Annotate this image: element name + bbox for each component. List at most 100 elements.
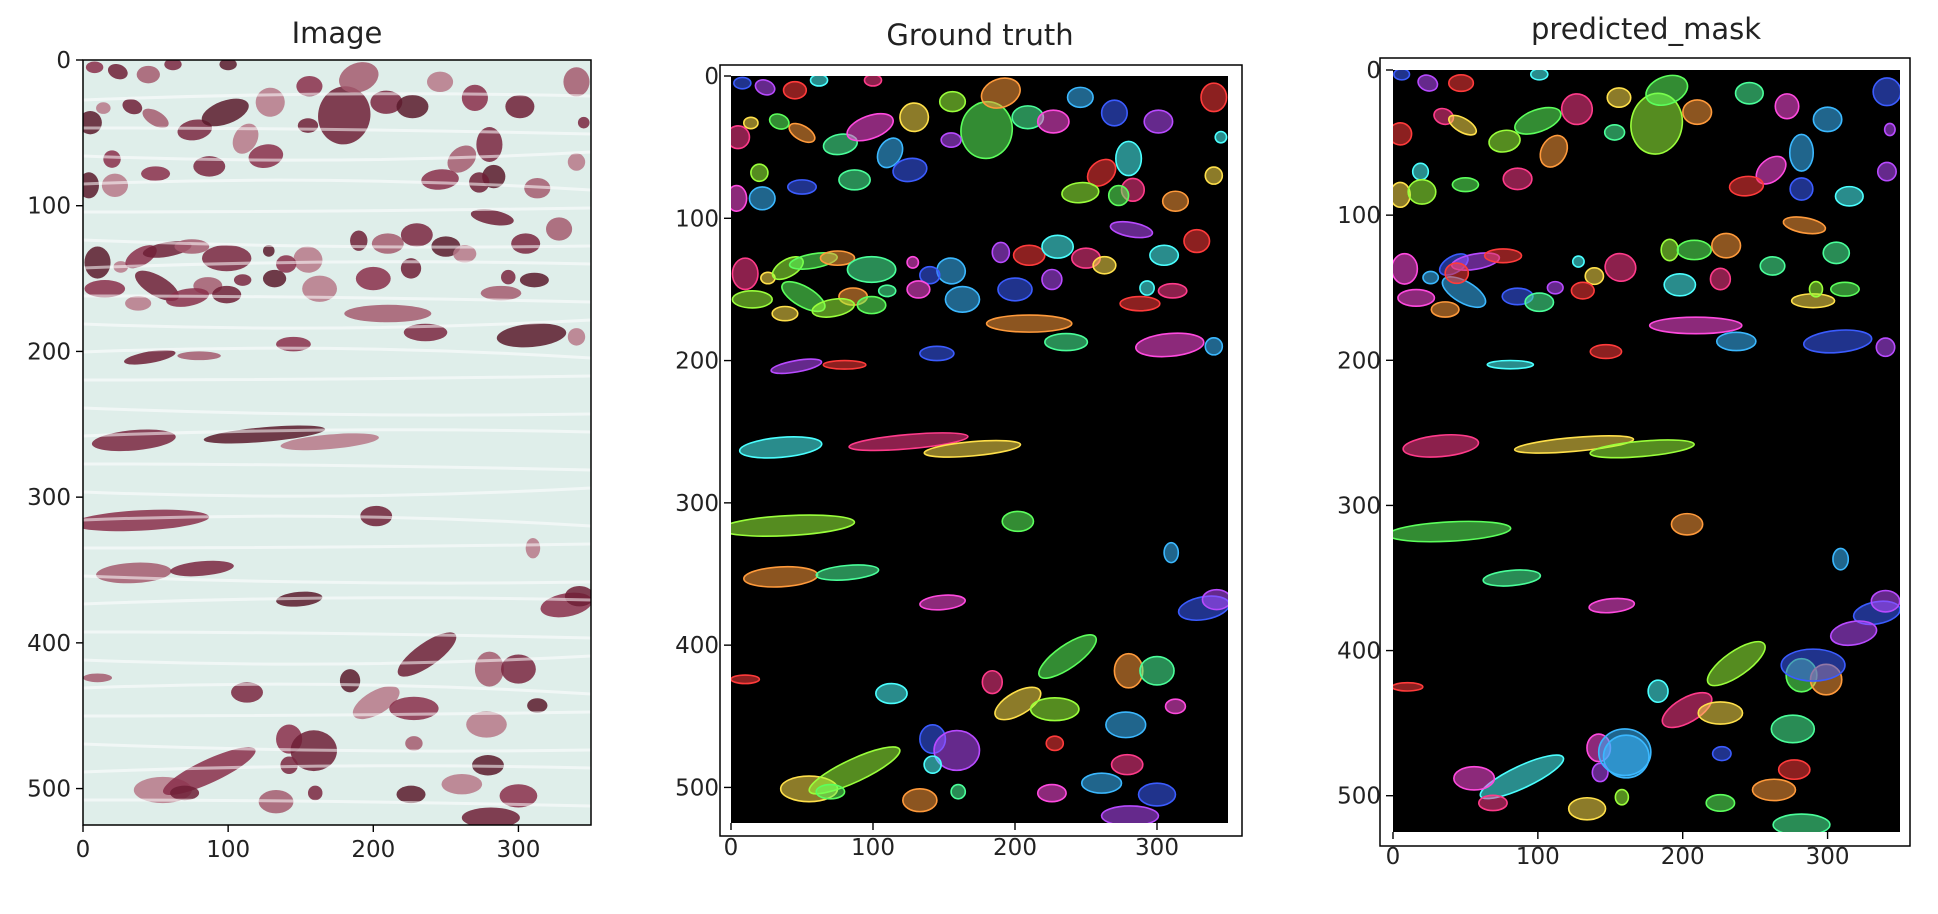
x-tick-label: 300 xyxy=(1135,835,1179,861)
instance-mask xyxy=(1676,239,1712,261)
nucleus xyxy=(103,150,121,168)
instance-mask xyxy=(1546,280,1564,295)
instance-mask xyxy=(1417,74,1439,92)
stroma-streak xyxy=(83,406,591,417)
axis-ticks: 0 100 200 300 0 100 200 300 400 500 xyxy=(1337,58,1849,870)
nucleus xyxy=(389,696,439,721)
nucleus xyxy=(567,328,586,346)
nucleus xyxy=(511,233,541,254)
instance-mask xyxy=(1200,82,1228,113)
y-tick-label: 0 xyxy=(704,64,719,90)
instance-mask xyxy=(1715,331,1757,352)
nucleus xyxy=(135,270,179,302)
stroma-streak xyxy=(83,428,591,438)
instance-mask xyxy=(731,184,748,212)
x-tick-label: 100 xyxy=(1516,844,1560,870)
instance-mask xyxy=(1604,252,1637,282)
nucleus xyxy=(480,285,522,301)
instance-mask xyxy=(1204,166,1224,185)
nucleus xyxy=(141,166,171,181)
stroma-streak xyxy=(83,596,591,606)
stroma-streak xyxy=(83,260,591,270)
instance-mask xyxy=(1567,796,1607,821)
nucleus xyxy=(339,669,361,693)
instance-mask xyxy=(1100,99,1128,127)
nucleus xyxy=(496,323,567,348)
nucleus xyxy=(527,698,548,713)
instance-mask xyxy=(1143,109,1174,134)
nucleus xyxy=(280,433,379,451)
instance-mask xyxy=(1479,754,1565,800)
instance-mask xyxy=(822,359,867,370)
nucleus xyxy=(231,682,263,703)
x-tick-label: 200 xyxy=(1661,844,1705,870)
y-tick-label: 500 xyxy=(675,775,719,801)
nucleus xyxy=(170,560,234,577)
instance-mask xyxy=(923,439,1022,458)
instance-mask xyxy=(1115,140,1143,177)
instance-mask xyxy=(1560,93,1594,126)
instance-mask xyxy=(1482,569,1542,587)
x-tick-label: 100 xyxy=(206,837,250,863)
instance-mask xyxy=(863,76,883,87)
instance-mask xyxy=(1447,73,1475,93)
y-tick-label: 300 xyxy=(27,485,71,511)
instance-mask xyxy=(1105,711,1147,739)
instance-mask xyxy=(1393,252,1419,285)
y-tick-label: 400 xyxy=(27,631,71,657)
stroma-streak xyxy=(83,238,591,249)
x-tick-label: 100 xyxy=(851,835,895,861)
stroma-streak xyxy=(83,206,591,214)
nucleus xyxy=(546,217,573,241)
instance-mask xyxy=(923,755,942,774)
instance-mask xyxy=(788,122,816,144)
nucleus xyxy=(577,116,590,129)
panel-title-image: Image xyxy=(292,16,383,50)
nucleus xyxy=(453,245,477,263)
instance-mask xyxy=(1444,262,1470,285)
instance-mask xyxy=(1393,520,1512,543)
y-tick-label: 400 xyxy=(675,633,719,659)
nucleus xyxy=(405,736,423,751)
x-tick-label: 200 xyxy=(351,837,395,863)
stroma-streak xyxy=(83,764,591,774)
instance-mask xyxy=(906,255,920,269)
stroma-streak xyxy=(83,486,591,498)
nucleus xyxy=(83,172,99,199)
nucleus xyxy=(501,654,536,684)
instance-mask xyxy=(1441,276,1487,309)
nucleus xyxy=(84,246,111,279)
instance-mask xyxy=(1453,765,1496,791)
instance-mask xyxy=(1041,268,1063,291)
nucleus xyxy=(164,60,182,71)
instance-mask xyxy=(1711,232,1742,259)
instance-mask xyxy=(899,102,930,133)
nucleus xyxy=(339,62,379,93)
instance-mask xyxy=(1080,772,1123,794)
instance-mask xyxy=(731,674,761,685)
x-tick-label: 200 xyxy=(993,835,1037,861)
axis-ticks: 0 100 200 300 0 100 200 300 400 500 xyxy=(675,64,1179,861)
instance-mask xyxy=(1570,281,1595,300)
nucleus xyxy=(400,258,422,279)
instance-mask xyxy=(754,79,776,96)
nucleus xyxy=(212,285,242,304)
instance-mask xyxy=(938,90,967,113)
instance-mask xyxy=(731,125,751,150)
nucleus xyxy=(564,586,591,607)
instance-mask xyxy=(1036,783,1067,803)
nucleus xyxy=(177,119,213,141)
nucleus xyxy=(470,209,514,226)
instance-mask xyxy=(1772,813,1831,832)
instance-mask xyxy=(1539,134,1569,168)
instance-mask xyxy=(1139,655,1175,686)
x-tick-label: 0 xyxy=(1386,844,1401,870)
instance-mask xyxy=(1107,184,1130,207)
instance-mask xyxy=(950,783,967,800)
y-tick-label: 0 xyxy=(1366,58,1381,84)
instance-mask xyxy=(1513,435,1635,454)
instance-mask xyxy=(1645,74,1689,107)
axis-ticks: 0 100 200 300 0 100 200 300 400 500 xyxy=(27,48,540,863)
instance-mask xyxy=(811,297,856,318)
nuclei-layer xyxy=(83,60,591,825)
